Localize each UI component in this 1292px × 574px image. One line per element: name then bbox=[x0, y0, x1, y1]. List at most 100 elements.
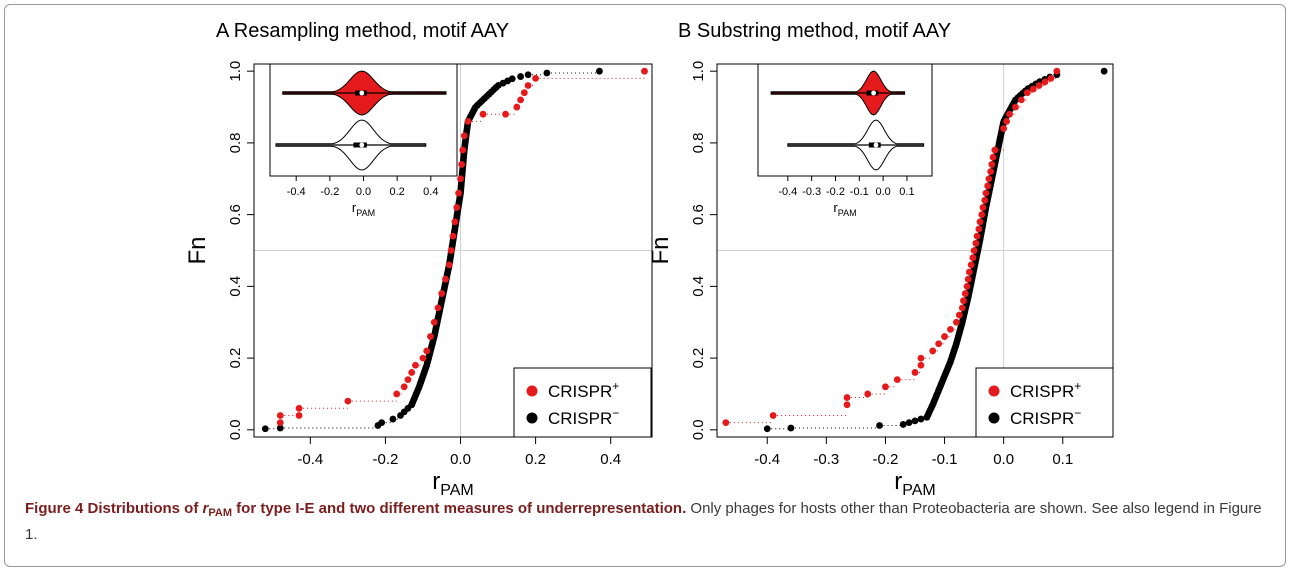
crispr-plus-point bbox=[970, 247, 978, 254]
crispr-plus-point bbox=[989, 153, 997, 161]
inset-x-tick-label: -0.1 bbox=[850, 186, 869, 198]
y-tick-label: 0.8 bbox=[690, 132, 707, 153]
crispr-minus-point bbox=[508, 75, 516, 83]
crispr-plus-point bbox=[423, 347, 431, 355]
crispr-plus-point bbox=[453, 204, 461, 211]
y-tick-label: 0.0 bbox=[227, 419, 244, 440]
crispr-plus-point bbox=[979, 204, 987, 211]
crispr-minus-point bbox=[276, 424, 284, 432]
legend-box bbox=[975, 367, 1114, 438]
violin-median bbox=[873, 142, 879, 148]
crispr-plus-point bbox=[532, 74, 540, 82]
figure-frame bbox=[4, 4, 1286, 567]
crispr-plus-point bbox=[960, 297, 967, 305]
legend-crispr-plus-marker bbox=[526, 385, 538, 397]
crispr-plus-point bbox=[438, 290, 446, 297]
crispr-plus-point bbox=[917, 361, 925, 369]
crispr-plus-point bbox=[517, 96, 524, 104]
crispr-plus-point bbox=[412, 361, 419, 369]
y-tick-label: 0.2 bbox=[227, 348, 244, 369]
crispr-plus-point bbox=[988, 161, 996, 168]
crispr-plus-point bbox=[981, 196, 989, 204]
legend-crispr-minus-label: CRISPR− bbox=[548, 406, 619, 428]
crispr-plus-point bbox=[972, 239, 980, 247]
crispr-plus-point bbox=[958, 304, 966, 312]
x-tick-label: -0.2 bbox=[873, 451, 899, 468]
crispr-minus-point bbox=[899, 421, 907, 428]
crispr-plus-point bbox=[295, 412, 303, 419]
crispr-plus-point bbox=[969, 254, 977, 262]
crispr-plus-point bbox=[882, 383, 889, 391]
crispr-plus-point bbox=[442, 275, 449, 283]
crispr-plus-point bbox=[973, 232, 981, 240]
inset-x-tick-label: 0.2 bbox=[390, 186, 405, 198]
crispr-plus-point bbox=[1003, 117, 1011, 125]
y-tick-label: 0.4 bbox=[227, 276, 244, 297]
crispr-plus-point bbox=[984, 182, 992, 190]
crispr-plus-point bbox=[1035, 82, 1043, 89]
panel-b-chart: -0.4 -0.3 -0.2 -0.1 0.0 0.1 0.0 0.2 0.4 0.6 0.8 1.0… bbox=[647, 61, 1114, 499]
crispr-plus-point bbox=[393, 390, 401, 398]
y-tick-label: 0.0 bbox=[690, 419, 707, 440]
caption-text: Only phages for hosts other than Proteob… bbox=[25, 500, 1262, 543]
crispr-plus-point bbox=[864, 390, 872, 398]
x-tick-label: -0.4 bbox=[754, 451, 780, 468]
crispr-minus-point bbox=[524, 71, 532, 79]
y-tick-label: 1.0 bbox=[227, 61, 244, 82]
crispr-plus-point bbox=[513, 103, 521, 111]
x-tick-label: 0.2 bbox=[525, 451, 546, 468]
crispr-minus-point bbox=[911, 417, 919, 425]
legend-crispr-plus-label: CRISPR+ bbox=[1010, 379, 1081, 401]
inset-x-tick-label: -0.4 bbox=[778, 186, 797, 198]
crispr-plus-point bbox=[929, 347, 937, 355]
crispr-minus-point bbox=[389, 415, 397, 423]
legend-box bbox=[513, 367, 652, 438]
crispr-plus-point bbox=[641, 67, 648, 75]
crispr-plus-point bbox=[769, 412, 777, 419]
legend-crispr-minus-marker bbox=[988, 412, 1000, 424]
crispr-plus-point bbox=[458, 161, 466, 168]
crispr-minus-point bbox=[905, 419, 913, 427]
x-axis-label: rPAM bbox=[894, 468, 935, 499]
crispr-plus-point bbox=[460, 132, 468, 140]
inset-x-tick-label: -0.3 bbox=[802, 186, 821, 198]
inset-x-axis-label: rPAM bbox=[833, 200, 856, 218]
crispr-minus-point bbox=[543, 69, 551, 77]
crispr-plus-point bbox=[449, 232, 457, 240]
panel-a-title: A Resampling method, motif AAY bbox=[216, 20, 510, 42]
crispr-plus-point bbox=[276, 412, 284, 419]
x-tick-label: -0.3 bbox=[813, 451, 839, 468]
crispr-plus-point bbox=[917, 354, 925, 362]
crispr-plus-point bbox=[982, 189, 990, 197]
crispr-minus-point bbox=[917, 415, 925, 423]
inset-x-tick-label: 0.0 bbox=[356, 186, 371, 198]
crispr-plus-point bbox=[964, 275, 972, 283]
crispr-plus-point bbox=[447, 247, 455, 254]
crispr-plus-point bbox=[457, 175, 464, 183]
crispr-plus-point bbox=[459, 146, 467, 154]
crispr-plus-point bbox=[455, 189, 463, 197]
crispr-minus-point bbox=[1100, 67, 1108, 75]
y-tick-label: 0.6 bbox=[227, 204, 244, 225]
crispr-plus-point bbox=[961, 290, 969, 297]
y-tick-label: 1.0 bbox=[690, 61, 707, 82]
crispr-plus-point bbox=[419, 354, 427, 362]
crispr-plus-point bbox=[524, 82, 532, 89]
legend-crispr-plus-label: CRISPR+ bbox=[548, 379, 619, 401]
crispr-plus-point bbox=[1053, 67, 1061, 75]
crispr-plus-point bbox=[1012, 103, 1019, 111]
crispr-plus-point bbox=[947, 326, 954, 333]
crispr-plus-point bbox=[427, 333, 434, 340]
violin-median bbox=[359, 90, 365, 96]
crispr-plus-point bbox=[295, 404, 303, 412]
crispr-minus-point bbox=[787, 424, 795, 432]
x-tick-label: -0.2 bbox=[372, 451, 398, 468]
crispr-plus-point bbox=[722, 419, 730, 427]
crispr-plus-point bbox=[911, 369, 919, 376]
crispr-plus-point bbox=[1017, 96, 1025, 104]
y-tick-label: 0.8 bbox=[227, 132, 244, 153]
y-axis-label: Fn bbox=[647, 236, 674, 264]
crispr-minus-point bbox=[763, 425, 771, 433]
crispr-plus-point bbox=[978, 211, 986, 219]
legend-crispr-minus-marker bbox=[526, 412, 538, 424]
